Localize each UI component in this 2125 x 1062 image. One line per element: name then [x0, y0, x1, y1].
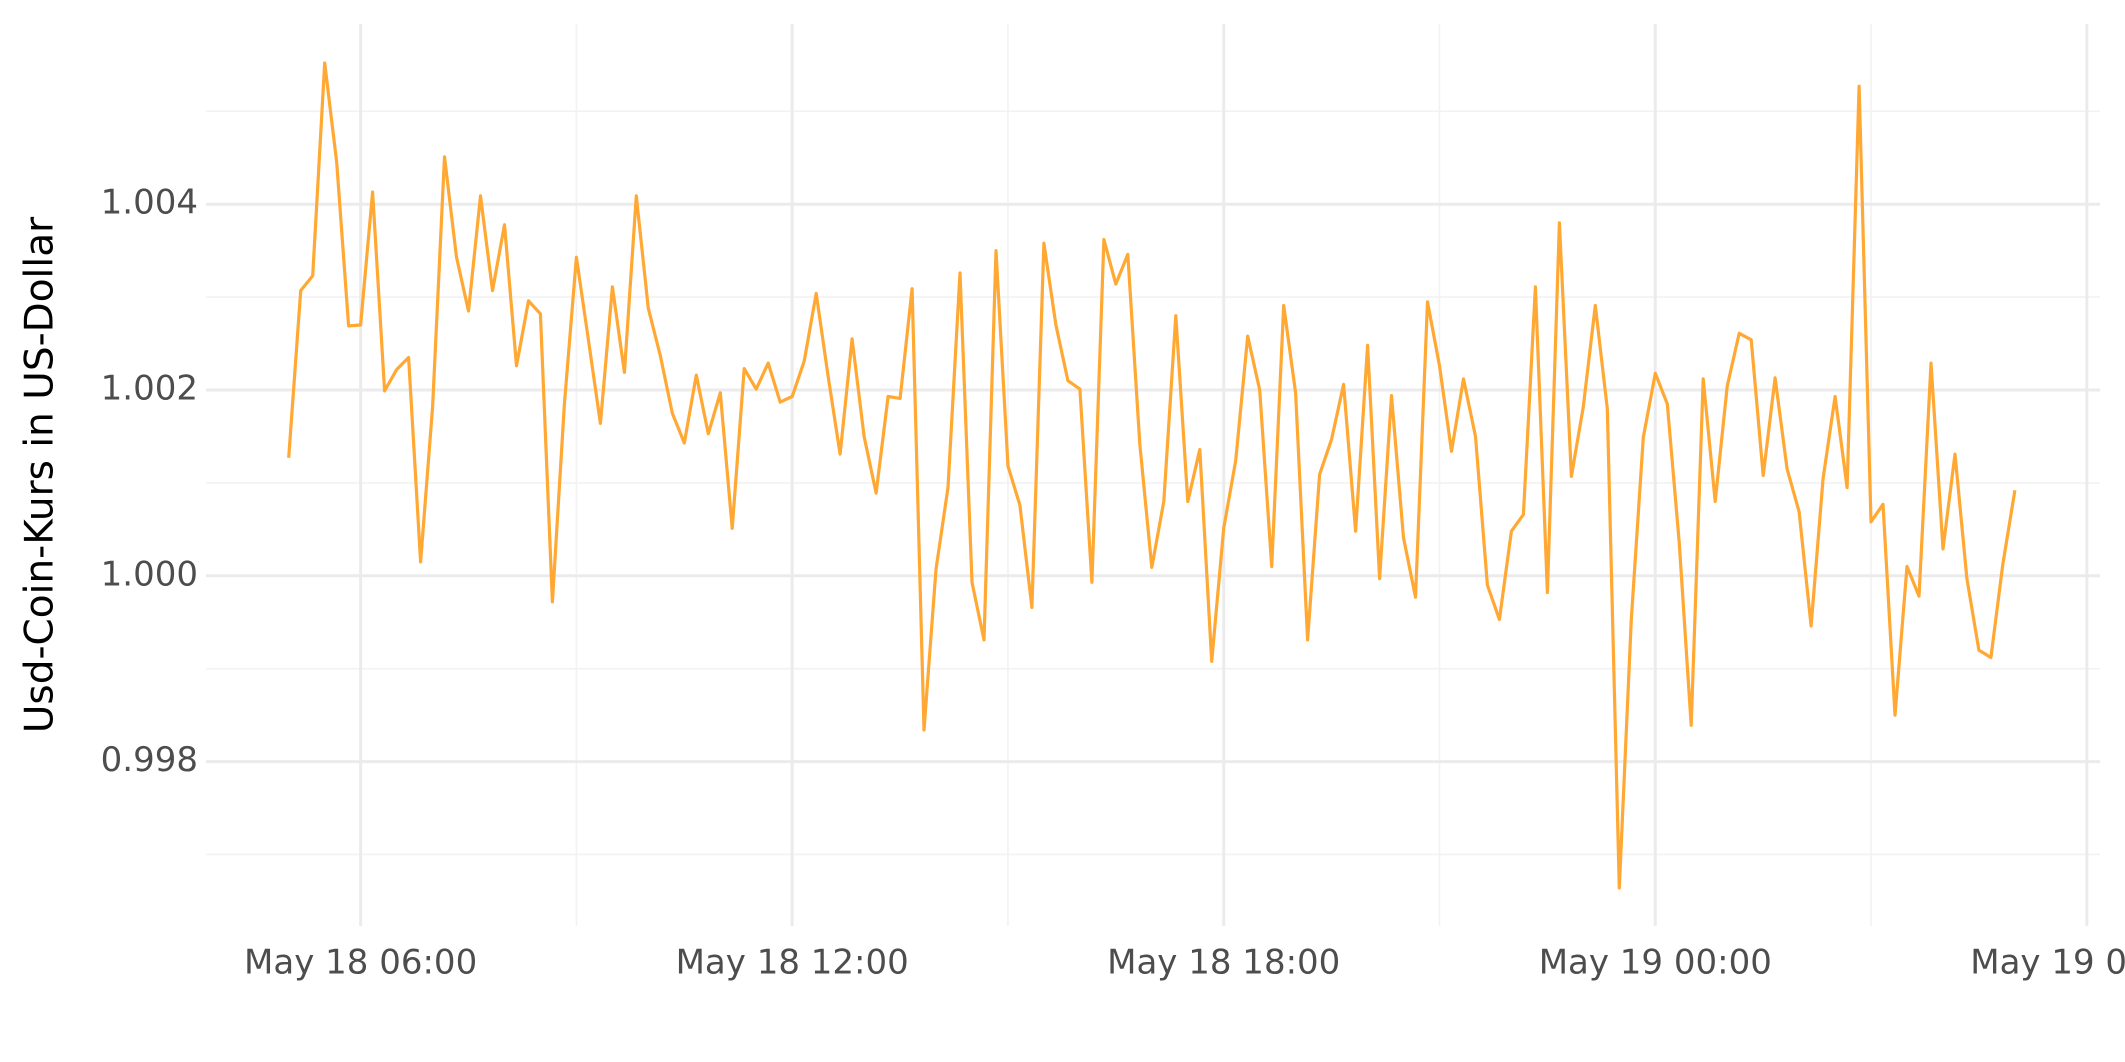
grid: [206, 24, 2100, 926]
x-tick-label: May 19 06:00: [1970, 943, 2125, 983]
x-tick-label: May 18 18:00: [1107, 943, 1340, 983]
x-tick-label: May 18 12:00: [676, 943, 909, 983]
y-tick-label: 1.000: [101, 554, 198, 594]
y-tick-label: 1.004: [101, 183, 198, 223]
x-tick-label: May 18 06:00: [244, 943, 477, 983]
y-axis-label: Usd-Coin-Kurs in US-Dollar: [18, 216, 63, 733]
line: [287, 61, 2017, 890]
y-tick-label: 1.002: [101, 369, 198, 409]
y-tick-label: 0.998: [101, 740, 198, 780]
x-tick-label: May 19 00:00: [1539, 943, 1772, 983]
plot: [287, 61, 2017, 890]
